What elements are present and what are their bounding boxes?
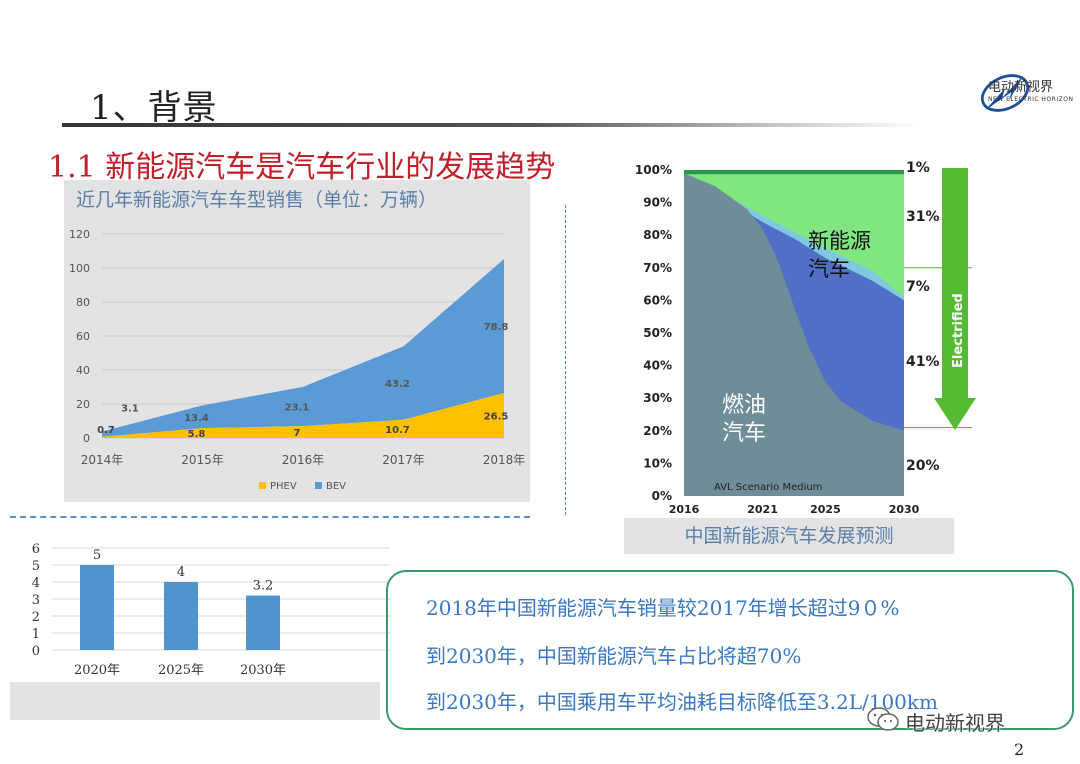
phev-value-label: 5.8	[188, 429, 206, 440]
phev-value-label: 26.5	[484, 411, 509, 422]
ice-label: 燃油	[722, 393, 766, 418]
bev-value-label: 43.2	[385, 379, 410, 390]
y-tick-label: 80%	[643, 228, 672, 242]
y-tick-label: 40	[76, 364, 90, 377]
page-number: 2	[1014, 740, 1025, 759]
phev-value-label: 10.7	[385, 425, 410, 436]
x-tick-label: 2030年	[240, 663, 286, 678]
x-tick-label: 2017年	[382, 453, 425, 467]
share-label: 1%	[906, 160, 930, 176]
y-tick-label: 100	[69, 262, 90, 275]
y-tick-label: 4	[32, 576, 40, 591]
x-tick-label: 2020年	[74, 663, 120, 678]
y-tick-label: 6	[32, 542, 40, 557]
share-label: 7%	[906, 279, 930, 295]
other-area	[684, 170, 904, 175]
section-subtitle: 1.1 新能源汽车是汽车行业的发展趋势	[48, 150, 556, 185]
logo-subtext: NEW ELECTRIC HORIZON	[988, 96, 1074, 103]
y-tick-label: 50%	[643, 326, 672, 340]
y-tick-label: 120	[69, 228, 90, 241]
key-point-1: 2018年中国新能源汽车销量较2017年增长超过9０%	[426, 596, 900, 620]
y-tick-label: 60%	[643, 293, 672, 307]
y-tick-label: 20%	[643, 424, 672, 438]
watermark-text: 电动新视界	[905, 711, 1005, 735]
y-tick-label: 0	[83, 432, 90, 445]
y-tick-label: 10%	[643, 456, 672, 470]
logo-text: 电动新视界	[988, 80, 1054, 95]
x-tick-label: 2016	[669, 503, 700, 516]
y-tick-label: 1	[32, 627, 40, 642]
forecast-area-chart: 0% 10% 20% 30% 40% 50% 60% 70% 80% 90% 100% 2016 202…	[635, 160, 976, 516]
bar	[164, 582, 198, 650]
nev-label: 新能源	[808, 229, 871, 253]
scenario-note: AVL Scenario Medium	[714, 482, 822, 493]
bev-value-label: 13.4	[184, 413, 209, 424]
share-label: 41%	[906, 354, 940, 370]
y-tick-label: 80	[76, 296, 90, 309]
nev-label: 汽车	[808, 257, 850, 281]
horizontal-divider	[10, 516, 530, 518]
bar-value-label: 5	[93, 548, 101, 563]
x-tick-label: 2025	[810, 503, 841, 516]
key-point-3: 到2030年，中国乘用车平均油耗目标降低至3.2L/100km	[426, 690, 938, 714]
title-rule	[62, 123, 920, 127]
ice-label: 汽车	[722, 421, 766, 446]
key-point-2: 到2030年，中国新能源汽车占比将超70%	[426, 644, 802, 668]
phev-area	[102, 392, 504, 438]
x-tick-label: 2018年	[483, 453, 526, 467]
y-tick-label: 30%	[643, 391, 672, 405]
x-tick-label: 2030	[889, 503, 920, 516]
y-tick-label: 70%	[643, 261, 672, 275]
bar	[246, 595, 280, 650]
forecast-caption-text: 中国新能源汽车发展预测	[684, 525, 894, 547]
electrified-label: Electrified	[951, 293, 966, 368]
legend-label: PHEV	[270, 481, 297, 492]
vertical-divider	[565, 205, 566, 515]
x-tick-label: 2025年	[158, 663, 204, 678]
y-tick-label: 100%	[635, 163, 672, 177]
legend-swatch	[315, 482, 322, 489]
forecast-chart-caption: 中国新能源汽车发展预测	[624, 518, 954, 554]
page-title: 1、背景	[90, 88, 218, 128]
sales-area-chart: 0 20 40 60 80 100 120 2014年 2015年 2016年 2017年 2018年…	[69, 228, 526, 492]
x-tick-label: 2021	[747, 503, 778, 516]
y-tick-label: 3	[32, 593, 40, 608]
phev-value-label: 0.7	[97, 425, 115, 436]
ice-area	[684, 173, 904, 496]
bev-value-label: 78.8	[484, 322, 509, 333]
bar-chart-footer	[10, 682, 380, 720]
logo-icon	[980, 74, 1030, 112]
bev-value-label: 23.1	[285, 402, 310, 413]
phev-value-label: 7	[294, 428, 301, 439]
y-tick-label: 60	[76, 330, 90, 343]
bev-value-label: 3.1	[121, 404, 139, 415]
y-tick-label: 0	[32, 644, 40, 659]
y-tick-label: 20	[76, 398, 90, 411]
x-tick-label: 2016年	[282, 453, 325, 467]
bar-value-label: 3.2	[253, 579, 274, 594]
fuel-target-bar-chart: 0 1 2 3 4 5 6 5 2020年 4 2025年 3.2 2030年	[32, 542, 390, 678]
bar	[80, 565, 114, 650]
share-label: 20%	[906, 458, 940, 474]
legend-label: BEV	[326, 481, 346, 492]
legend-swatch	[259, 482, 266, 489]
y-tick-label: 90%	[643, 196, 672, 210]
y-tick-label: 40%	[643, 359, 672, 373]
key-points-box	[386, 570, 1074, 730]
electrified-arrow	[934, 168, 976, 430]
wechat-icon	[867, 707, 899, 731]
share-label: 31%	[906, 209, 940, 225]
y-tick-label: 5	[32, 559, 40, 574]
y-tick-label: 0%	[652, 489, 672, 503]
sales-chart-title: 近几年新能源汽车车型销售（单位：万辆）	[76, 189, 438, 211]
bar-value-label: 4	[177, 565, 185, 580]
bev-area	[102, 258, 504, 437]
x-tick-label: 2015年	[181, 453, 224, 467]
x-tick-label: 2014年	[81, 453, 124, 467]
y-tick-label: 2	[32, 610, 40, 625]
